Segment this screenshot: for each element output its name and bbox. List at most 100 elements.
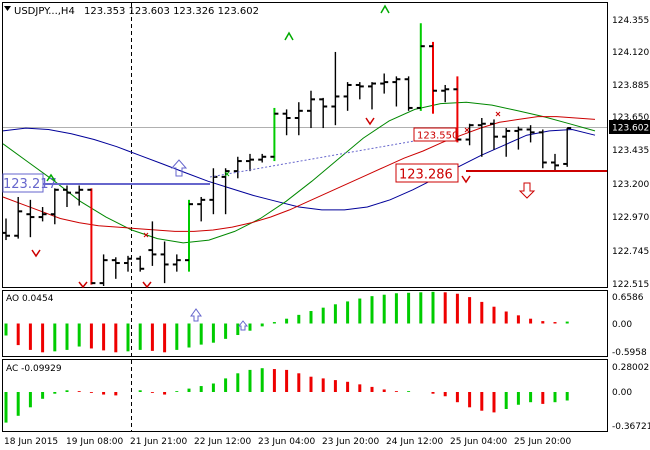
price-bar — [258, 153, 267, 163]
time-tick: 19 Jun 08:00 — [66, 437, 123, 447]
price-tick: 123.200 — [612, 180, 649, 190]
label-b-box — [395, 163, 459, 183]
fractal-down-icon — [142, 281, 152, 289]
fractal-down-icon — [78, 281, 88, 289]
time-tick: 25 Jun 20:00 — [514, 437, 571, 447]
price-bar — [87, 188, 96, 285]
ac-tick: 0.28002 — [612, 363, 649, 373]
price-tick: 124.355 — [612, 16, 649, 26]
price-axis[interactable]: 124.355 124.120 123.885 123.650 123.435 … — [609, 16, 650, 290]
price-bar — [502, 128, 511, 157]
time-tick: 18 Jun 2015 — [4, 437, 58, 447]
time-tick: 21 Jun 21:00 — [130, 437, 187, 447]
price-bar — [368, 82, 376, 110]
price-bar — [75, 185, 84, 206]
price-bar — [38, 207, 47, 222]
time-tick: 23 Jun 04:00 — [258, 437, 315, 447]
price-bar — [26, 199, 35, 238]
price-tick: 122.515 — [612, 280, 649, 290]
price-bar — [270, 107, 279, 162]
price-bar — [233, 156, 242, 179]
price-bar — [246, 153, 254, 172]
price-bar — [197, 196, 206, 222]
ao-small-arrow-icon — [237, 320, 249, 331]
price-bar — [294, 102, 303, 136]
ac-histogram — [4, 368, 569, 423]
left-level-box — [2, 173, 44, 193]
price-tick: 122.970 — [612, 213, 649, 223]
ac-tick: -0.36721 — [612, 422, 650, 432]
price-bar — [172, 254, 181, 272]
label-a-box — [413, 127, 457, 142]
price-bar — [526, 125, 535, 143]
price-bar — [343, 82, 352, 111]
cross-icon — [464, 127, 470, 133]
price-bar — [416, 23, 425, 111]
time-tick: 23 Jun 20:00 — [322, 437, 379, 447]
current-price-box — [609, 120, 650, 134]
price-bar — [429, 41, 437, 114]
price-bar — [209, 168, 218, 215]
ma-slow-line — [2, 127, 596, 211]
fractal-up-icon — [284, 31, 294, 41]
fractal-up-icon — [380, 4, 390, 14]
price-bar — [14, 196, 23, 239]
ao-title: AO 0.0454 — [6, 294, 54, 304]
price-tick: 123.435 — [612, 146, 649, 156]
price-bar — [404, 76, 413, 111]
fractal-down-icon — [461, 175, 471, 184]
price-bar — [63, 185, 71, 208]
ac-tick: 0.00 — [612, 388, 632, 398]
price-bar — [453, 76, 462, 143]
ao-histogram — [4, 291, 569, 353]
current-price: 123.602 — [612, 124, 649, 134]
price-bar — [160, 241, 169, 284]
price-bar — [538, 129, 547, 169]
ac-title: AC -0.09929 — [6, 364, 62, 374]
ac-axis: 0.28002 0.00 -0.36721 — [612, 363, 650, 432]
fractal-down-icon — [31, 249, 41, 258]
price-bar — [465, 123, 474, 146]
time-tick: 24 Jun 12:00 — [386, 437, 443, 447]
ao-panel-frame — [2, 290, 608, 357]
buy-arrow-icon — [170, 159, 188, 177]
price-tick: 122.745 — [612, 247, 649, 257]
fractal-down-arrows — [31, 117, 471, 289]
symbol-collapse-icon[interactable] — [4, 6, 11, 11]
price-bar — [111, 257, 120, 279]
price-bar — [477, 118, 486, 157]
price-tick: 123.885 — [612, 81, 649, 91]
price-bar — [551, 153, 559, 172]
ac-panel-frame — [2, 359, 608, 432]
price-bar — [307, 90, 315, 129]
sell-arrow-icon — [518, 182, 536, 199]
main-panel-frame — [2, 2, 608, 288]
price-bar — [331, 51, 340, 126]
fractal-up-arrows — [46, 4, 390, 182]
ma-fast-line — [2, 116, 596, 232]
price-bar — [99, 254, 108, 286]
ao-tick: 0.6586 — [612, 293, 644, 303]
price-bar — [355, 82, 364, 100]
signal-arrows — [170, 159, 536, 331]
price-bar — [392, 76, 401, 107]
price-bar — [185, 199, 193, 272]
moving-averages — [2, 101, 596, 244]
price-bar — [563, 127, 572, 167]
price-bars — [2, 23, 572, 286]
fractal-down-icon — [365, 117, 375, 126]
ao-axis: 0.6586 0.00 -0.5958 — [612, 293, 647, 358]
price-bar — [136, 255, 145, 272]
symbol-title: USDJPY...,H4 — [14, 6, 75, 17]
trend-dotted-line[interactable] — [209, 139, 421, 178]
price-bar — [319, 97, 328, 129]
ao-tick: -0.5958 — [612, 348, 647, 358]
time-axis[interactable]: 18 Jun 2015 19 Jun 08:00 21 Jun 21:00 22… — [4, 437, 571, 447]
cross-markers — [143, 111, 501, 238]
left-level-label: 123.217 — [3, 177, 57, 192]
cross-icon — [495, 111, 501, 117]
price-tick: 123.650 — [612, 113, 649, 123]
fractal-up-icon — [46, 173, 56, 182]
ao-buy-arrow-icon — [190, 308, 202, 322]
